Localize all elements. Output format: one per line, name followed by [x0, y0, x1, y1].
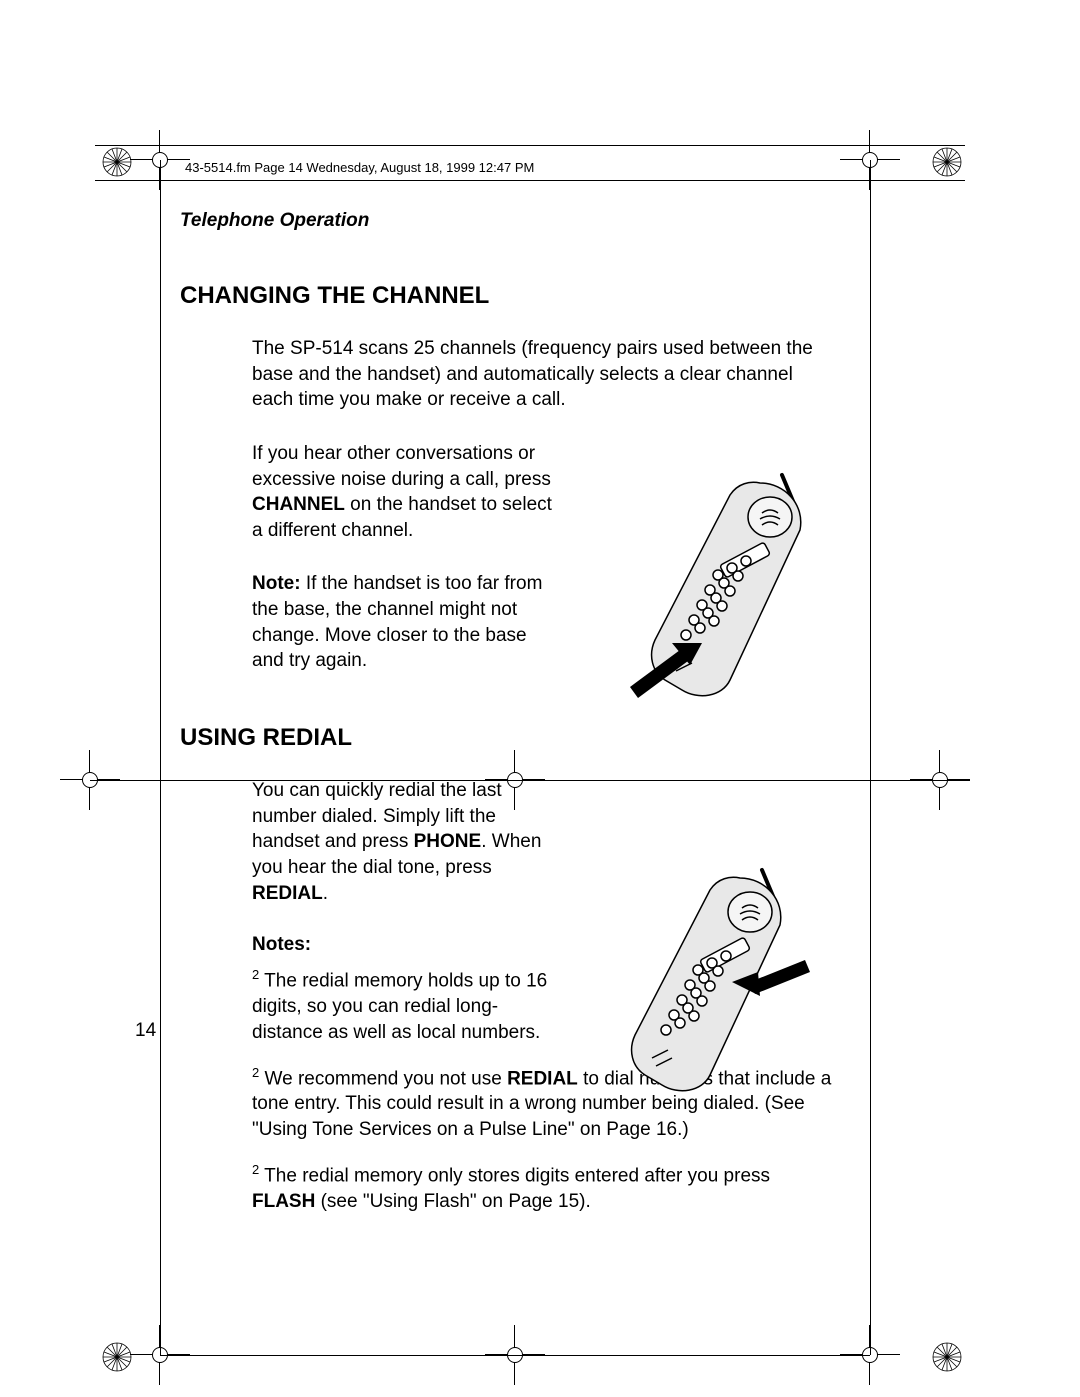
s2-note1-text: The redial memory holds up to 16 digits,…: [252, 971, 547, 1043]
s1-para2-a: If you hear other conversations or exces…: [252, 443, 551, 490]
hairline-left: [160, 160, 161, 1355]
s2-note3-b: (see "Using Flash" on Page 15).: [315, 1191, 590, 1212]
s2-note3: 2 The redial memory only stores digits e…: [252, 1161, 832, 1215]
s2-para1-c: .: [323, 883, 328, 904]
page-number: 14: [135, 1020, 156, 1042]
s2-note2-a: We recommend you not use: [259, 1068, 507, 1089]
heading-using-redial: USING REDIAL: [180, 724, 900, 752]
starburst-top-right: [930, 145, 964, 179]
phone-illustration-1: [610, 465, 840, 710]
s1-para2-key: CHANNEL: [252, 494, 345, 515]
heading-changing-channel: CHANGING THE CHANNEL: [180, 282, 900, 310]
s2-note2-key: REDIAL: [507, 1068, 578, 1089]
running-section-header: Telephone Operation: [180, 210, 900, 232]
s2-note3-a: The redial memory only stores digits ent…: [259, 1165, 770, 1186]
s1-para2: If you hear other conversations or exces…: [252, 441, 552, 544]
s2-para1-key1: PHONE: [414, 831, 482, 852]
phone-illustration-2: [600, 860, 830, 1105]
starburst-bot-right: [930, 1340, 964, 1374]
s2-note3-key: FLASH: [252, 1191, 315, 1212]
s2-para1: You can quickly redial the last number d…: [252, 778, 552, 906]
s1-note: Note: If the handset is too far from the…: [252, 571, 552, 674]
hairline-bottom: [160, 1355, 870, 1356]
starburst-top-left: [100, 145, 134, 179]
s1-note-label: Note:: [252, 573, 301, 594]
header-rule-top: [95, 145, 965, 146]
starburst-bot-left: [100, 1340, 134, 1374]
s2-para1-key2: REDIAL: [252, 883, 323, 904]
s2-note1: 2 The redial memory holds up to 16 digit…: [252, 966, 552, 1045]
s1-para1: The SP-514 scans 25 channels (frequency …: [252, 336, 832, 413]
